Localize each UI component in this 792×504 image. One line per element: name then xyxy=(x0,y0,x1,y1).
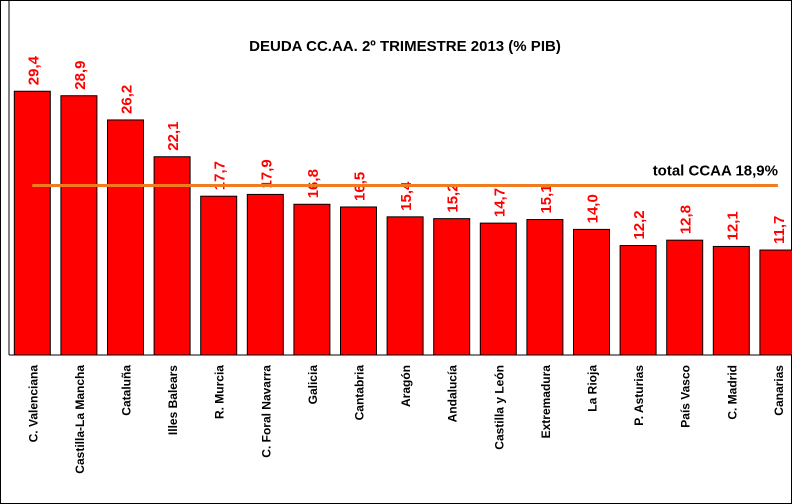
bar xyxy=(526,219,564,356)
data-label: 17,9 xyxy=(258,159,275,188)
x-tick-label: Aragón xyxy=(399,365,413,407)
bar xyxy=(293,203,331,356)
data-label: 16,8 xyxy=(305,169,322,198)
bar xyxy=(573,228,610,356)
data-label: 22,1 xyxy=(165,122,182,151)
data-label: 28,9 xyxy=(72,61,89,90)
x-tick-label: Illes Balears xyxy=(166,365,180,435)
bar xyxy=(666,239,704,356)
bar xyxy=(433,218,471,356)
x-tick-label: Cantabria xyxy=(353,365,367,421)
data-label: 26,2 xyxy=(119,85,136,114)
data-label: 14,7 xyxy=(491,188,508,217)
bar xyxy=(246,193,284,356)
bar xyxy=(13,90,51,356)
x-tick-label: Cataluña xyxy=(120,365,134,416)
bar xyxy=(386,216,424,356)
x-tick-label: C. Madrid xyxy=(725,365,739,420)
x-tick-label: Galicia xyxy=(306,365,320,405)
data-label: 15,2 xyxy=(445,183,462,212)
data-label: 12,1 xyxy=(724,211,741,240)
bar xyxy=(340,206,377,356)
chart-title: DEUDA CC.AA. 2º TRIMESTRE 2013 (% PIB) xyxy=(249,38,561,55)
x-tick-label: Castilla-La Mancha xyxy=(73,365,87,474)
data-label: 12,2 xyxy=(631,210,648,239)
x-tick-label: Canarias xyxy=(772,365,786,416)
data-label: 15,1 xyxy=(538,184,555,213)
x-tick-label: R. Murcia xyxy=(213,365,227,419)
x-tick-label: Castilla y León xyxy=(492,365,506,450)
data-label: 12,8 xyxy=(678,205,695,234)
x-tick-label: Extremadura xyxy=(539,365,553,439)
x-tick-label: P. Asturias xyxy=(632,365,646,426)
reference-label: total CCAA 18,9% xyxy=(653,162,778,179)
x-tick-label: País Vasco xyxy=(679,365,693,428)
bar xyxy=(619,245,657,356)
x-tick-label: Andalucía xyxy=(446,365,460,423)
x-tick-label: La Rioja xyxy=(586,365,600,412)
bar xyxy=(479,222,517,356)
data-label: 29,4 xyxy=(25,55,42,85)
x-tick-label: C. Foral Navarra xyxy=(259,365,273,458)
bar xyxy=(200,195,238,356)
bar xyxy=(759,249,792,356)
bar xyxy=(60,95,98,356)
data-label: 15,4 xyxy=(398,181,415,211)
data-label: 11,7 xyxy=(771,216,788,244)
bar xyxy=(107,119,144,356)
data-label: 14,0 xyxy=(585,194,602,223)
data-label: 17,7 xyxy=(212,161,229,190)
bar xyxy=(153,156,191,356)
x-tick-label: C. Valenciana xyxy=(26,365,40,443)
bar xyxy=(712,245,750,356)
